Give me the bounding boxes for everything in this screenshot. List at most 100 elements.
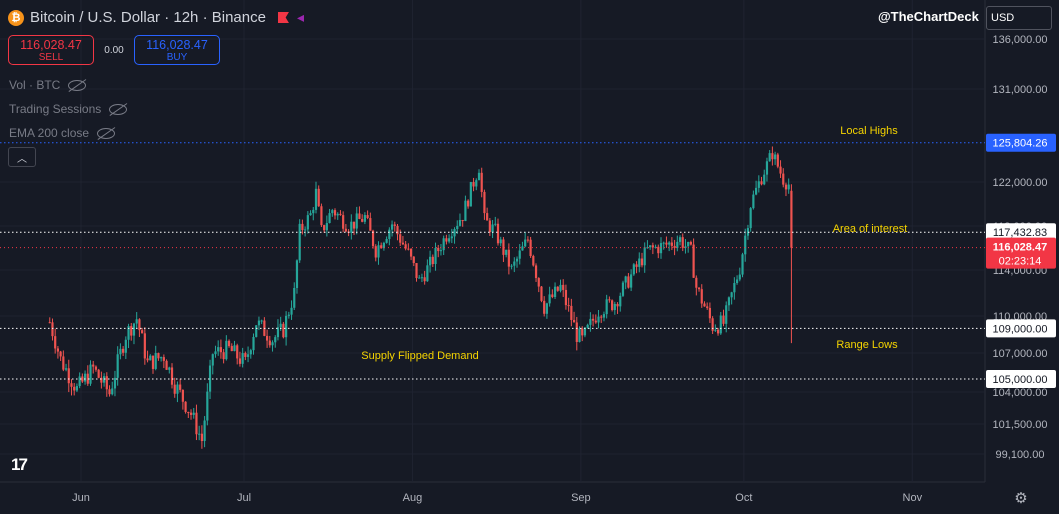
candle-down xyxy=(56,346,60,359)
candle-up xyxy=(377,241,380,265)
x-tick-label: Jul xyxy=(237,492,251,504)
candle-down xyxy=(776,152,779,169)
candle-up xyxy=(355,206,358,235)
indicator-trading-sessions[interactable]: Trading Sessions xyxy=(9,102,128,116)
candle-down xyxy=(393,221,396,232)
candle-up xyxy=(741,252,744,278)
candle-up xyxy=(382,241,386,251)
candle-down xyxy=(635,261,638,274)
y-tick-label: 104,000.00 xyxy=(992,387,1047,399)
candle-down xyxy=(146,350,149,363)
candle-up xyxy=(255,325,258,338)
candle-down xyxy=(162,354,165,369)
candle-down xyxy=(94,365,98,372)
candle-down xyxy=(423,270,426,285)
eye-hidden-icon[interactable] xyxy=(97,127,116,139)
candle-up xyxy=(290,300,293,320)
candle-down xyxy=(782,168,785,188)
candle-down xyxy=(320,203,323,228)
candle-up xyxy=(624,275,627,290)
candle-up xyxy=(586,323,589,329)
collapse-indicators-button[interactable]: ︿ xyxy=(8,147,36,167)
candle-up xyxy=(725,301,728,333)
candle-down xyxy=(564,284,568,310)
candle-down xyxy=(244,351,247,361)
y-tick-label: 107,000.00 xyxy=(992,348,1047,360)
candle-up xyxy=(249,348,252,359)
candle-down xyxy=(157,352,160,361)
buy-button[interactable]: 116,028.47 BUY xyxy=(134,35,220,65)
candle-up xyxy=(678,235,682,246)
candle-down xyxy=(689,240,692,246)
candle-down xyxy=(532,254,535,267)
level-tag-label: 117,432.83 xyxy=(993,227,1047,239)
candle-down xyxy=(507,243,510,275)
eye-hidden-icon[interactable] xyxy=(109,103,128,115)
candle-up xyxy=(477,169,481,181)
candle-down xyxy=(301,219,304,235)
candle-down xyxy=(141,327,144,334)
candle-down xyxy=(692,238,695,278)
triangle-icon[interactable]: ◂ xyxy=(296,9,304,25)
candle-up xyxy=(257,316,261,331)
sell-button[interactable]: 116,028.47 SELL xyxy=(8,35,94,65)
candle-down xyxy=(200,425,203,449)
candle-up xyxy=(752,190,755,210)
currency-label: USD xyxy=(991,12,1015,24)
tradingview-logo[interactable]: 17 xyxy=(11,455,28,474)
candle-up xyxy=(274,335,277,348)
y-tick-label: 101,500.00 xyxy=(992,419,1047,431)
candle-up xyxy=(630,269,633,292)
candle-up xyxy=(765,157,769,182)
currency-selector[interactable]: USD xyxy=(986,6,1052,30)
candle-up xyxy=(225,335,228,361)
candle-up xyxy=(75,383,79,393)
candle-up xyxy=(676,235,679,252)
candle-down xyxy=(529,236,532,258)
candle-up xyxy=(116,346,119,386)
candle-down xyxy=(62,350,65,372)
candle-up xyxy=(331,208,334,217)
candle-down xyxy=(700,284,703,308)
candle-up xyxy=(192,407,195,419)
candle-up xyxy=(306,211,309,234)
y-tick-label: 122,000.00 xyxy=(992,177,1047,189)
candle-up xyxy=(260,319,263,325)
candle-down xyxy=(575,316,578,351)
candle-up xyxy=(744,228,747,262)
candle-up xyxy=(714,324,717,333)
candle-down xyxy=(502,237,505,262)
candle-up xyxy=(428,250,432,273)
candle-up xyxy=(548,286,551,307)
candle-up xyxy=(304,226,307,237)
symbol-header[interactable]: ₿ Bitcoin / U.S. Dollar · 12h · Binance … xyxy=(8,9,304,26)
candle-up xyxy=(619,292,622,312)
candle-down xyxy=(73,383,76,396)
candle-up xyxy=(285,311,288,346)
candle-up xyxy=(350,214,353,240)
candle-down xyxy=(100,371,103,389)
flag-icon[interactable] xyxy=(277,12,289,23)
candle-up xyxy=(559,279,562,293)
y-tick-label: 136,000.00 xyxy=(992,34,1047,46)
candle-down xyxy=(358,206,361,220)
gear-icon[interactable]: ⚙ xyxy=(1014,490,1028,507)
candle-up xyxy=(464,195,467,222)
candle-down xyxy=(404,241,407,251)
candle-up xyxy=(475,178,478,191)
eye-hidden-icon[interactable] xyxy=(68,79,87,91)
candle-down xyxy=(179,378,182,393)
candle-down xyxy=(407,243,410,251)
indicator-ema-200[interactable]: EMA 200 close xyxy=(9,126,116,140)
annotation-label: Area of interest xyxy=(833,223,908,235)
candle-up xyxy=(168,366,171,374)
candle-up xyxy=(659,237,663,259)
indicator-volume[interactable]: Vol · BTC xyxy=(9,78,87,92)
buy-label: BUY xyxy=(166,51,188,63)
candle-up xyxy=(325,215,328,237)
candle-up xyxy=(124,336,127,359)
candle-down xyxy=(339,210,342,216)
candle-down xyxy=(401,236,405,246)
candle-up xyxy=(757,175,760,193)
